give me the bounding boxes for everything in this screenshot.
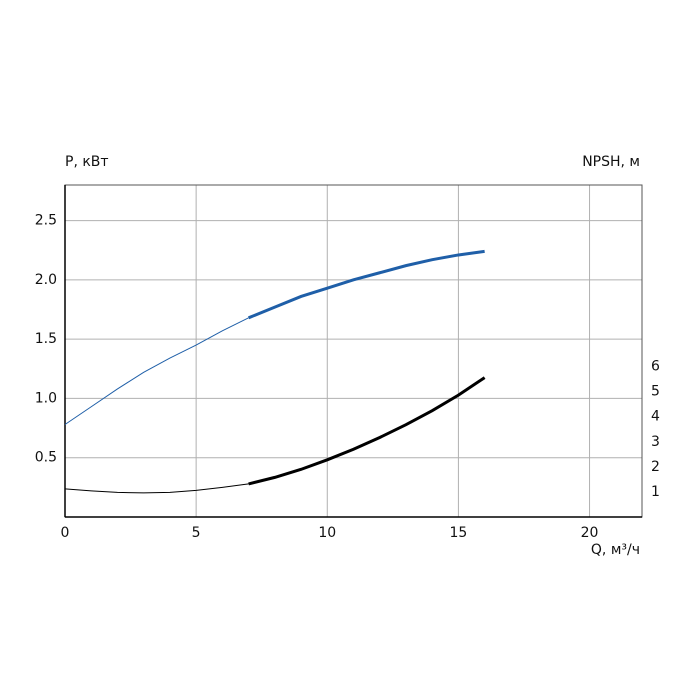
y-tick-label: 2.5 [35, 213, 57, 229]
y2-tick-label: 5 [651, 384, 660, 400]
x-tick-label: 20 [581, 525, 599, 541]
line [248, 249, 485, 320]
x-tick-label: 0 [61, 525, 70, 541]
y-tick-label: 1.0 [35, 390, 57, 406]
x-tick-label: 10 [318, 525, 336, 541]
y-tick-label: 0.5 [35, 450, 57, 466]
x-tick-label: 15 [449, 525, 467, 541]
y2-tick-label: 6 [651, 359, 660, 375]
y-axis-label: P, кВт [65, 154, 109, 170]
x-axis-label: Q, м³/ч [591, 542, 640, 558]
line [64, 483, 249, 494]
plot-frame [64, 184, 643, 518]
y2-axis-label: NPSH, м [582, 154, 640, 170]
y-tick-label: 2.0 [35, 272, 57, 288]
y2-tick-label: 1 [651, 484, 660, 500]
y2-tick-label: 3 [651, 434, 660, 450]
y2-tick-label: 2 [651, 459, 660, 475]
line [64, 317, 249, 425]
line [248, 376, 486, 486]
y-tick-label: 1.5 [35, 331, 57, 347]
x-tick-label: 5 [192, 525, 201, 541]
y2-tick-label: 4 [651, 409, 660, 425]
